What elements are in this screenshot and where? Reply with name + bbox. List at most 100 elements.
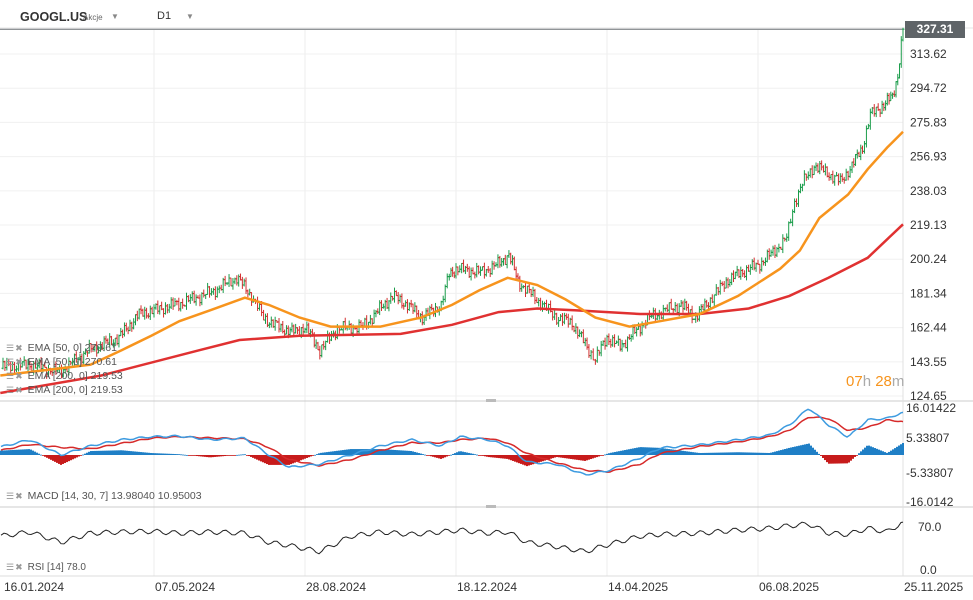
macd-histogram-bar [508, 455, 510, 460]
macd-histogram-bar [718, 452, 720, 455]
macd-histogram-bar [500, 455, 502, 459]
macd-histogram-bar [222, 455, 224, 457]
macd-histogram-bar [850, 455, 852, 461]
macd-histogram-bar [50, 455, 52, 460]
macd-histogram-bar [844, 455, 846, 464]
ema200-line [0, 223, 904, 395]
rsi-line [0, 521, 904, 555]
price-axis-label: 181.34 [910, 286, 947, 300]
legend-ema200-text: EMA [200, 0] 219.53 [27, 370, 123, 382]
macd-histogram-bar [182, 454, 184, 456]
macd-histogram-bar [316, 454, 318, 455]
macd-histogram-bar [734, 452, 736, 455]
macd-histogram-bar [192, 455, 194, 456]
last-price-label: 327.31 [905, 21, 965, 38]
macd-histogram-bar [210, 455, 212, 458]
macd-axis-label: 5.33807 [906, 431, 950, 445]
macd-histogram-bar [230, 455, 232, 456]
macd-histogram-bar [4, 450, 6, 455]
macd-histogram-bar [604, 454, 606, 456]
macd-histogram-bar [514, 455, 516, 462]
macd-histogram-bar [432, 455, 434, 457]
macd-histogram-bar [8, 450, 10, 455]
macd-histogram-bar [418, 453, 420, 455]
macd-histogram-bar [10, 450, 12, 455]
macd-histogram-bar [320, 452, 322, 455]
settings-close-icon[interactable]: ☰✖ [6, 371, 24, 381]
macd-histogram-bar [808, 443, 810, 455]
timeframe-selector[interactable]: D1 [157, 10, 172, 22]
macd-histogram-bar [274, 455, 276, 465]
macd-histogram-bar [394, 449, 396, 455]
macd-histogram-bar [100, 450, 102, 455]
macd-histogram-bar [154, 453, 156, 455]
macd-histogram-bar [554, 455, 556, 458]
legend-ema50-text: EMA [50, 0] 270.61 [27, 356, 117, 368]
macd-histogram-bar [702, 452, 704, 455]
settings-close-icon[interactable]: ☰✖ [6, 385, 24, 395]
legend-rsi: ☰✖ RSI [14] 78.0 [6, 562, 86, 573]
macd-histogram-bar [598, 455, 600, 457]
macd-histogram-bar [532, 455, 534, 465]
macd-histogram-bar [58, 455, 60, 464]
macd-histogram-bar [690, 451, 692, 455]
macd-histogram-bar [756, 452, 758, 455]
macd-histogram-bar [424, 454, 426, 456]
macd-histogram-bar [520, 455, 522, 464]
price-axis-label: 294.72 [910, 81, 947, 95]
macd-histogram-bar [132, 451, 134, 455]
macd-histogram [0, 442, 904, 467]
macd-histogram-bar [450, 454, 452, 456]
settings-close-icon[interactable]: ☰✖ [6, 562, 24, 572]
macd-histogram-bar [720, 452, 722, 455]
macd-histogram-bar [828, 455, 830, 464]
macd-histogram-bar [422, 454, 424, 455]
macd-histogram-bar [642, 447, 644, 455]
macd-histogram-bar [314, 454, 316, 456]
countdown-minutes: 28 [875, 373, 892, 390]
legend-ema200-dup: ☰✖ EMA [200, 0] 219.53 [6, 384, 123, 396]
price-axis-label: 313.62 [910, 47, 947, 61]
macd-histogram-bar [60, 455, 62, 465]
macd-histogram-bar [84, 453, 86, 455]
macd-histogram-bar [822, 455, 824, 459]
legend-ema200: ☰✖ EMA [200, 0] 219.53 [6, 370, 123, 382]
ema50-line [0, 130, 904, 377]
macd-histogram-bar [562, 455, 564, 458]
symbol-selector[interactable]: GOOGL.US [20, 10, 88, 24]
candle-countdown: 07h 28m [846, 373, 904, 390]
macd-histogram-bar [758, 452, 760, 455]
macd-histogram-bar [82, 454, 84, 456]
macd-histogram-bar [854, 455, 856, 457]
macd-histogram-bar [404, 450, 406, 455]
macd-histogram-bar [544, 455, 546, 461]
rsi-axis-label: 0.0 [920, 563, 937, 577]
macd-histogram-bar [184, 454, 186, 456]
macd-histogram-bar [662, 448, 664, 455]
macd-histogram-bar [2, 450, 4, 455]
macd-histogram-bar [868, 445, 870, 455]
macd-histogram-bar [120, 450, 122, 455]
macd-histogram-bar [878, 449, 880, 455]
macd-histogram-bar [168, 453, 170, 455]
macd-histogram-bar [760, 452, 762, 455]
macd-histogram-bar [592, 455, 594, 459]
macd-histogram-bar [330, 451, 332, 455]
macd-histogram-bar [228, 455, 230, 456]
macd-histogram-bar [360, 449, 362, 455]
macd-histogram-bar [586, 455, 588, 461]
settings-close-icon[interactable]: ☰✖ [6, 357, 24, 367]
timeframe-dropdown-icon[interactable]: ▼ [186, 12, 194, 21]
settings-close-icon[interactable]: ☰✖ [6, 343, 24, 353]
legend-macd: ☰✖ MACD [14, 30, 7] 13.98040 10.95003 [6, 490, 202, 502]
macd-histogram-bar [138, 451, 140, 455]
macd-histogram-bar [794, 446, 796, 455]
symbol-dropdown-icon[interactable]: ▼ [111, 12, 119, 21]
macd-histogram-bar [366, 449, 368, 455]
settings-close-icon[interactable]: ☰✖ [6, 491, 24, 501]
macd-histogram-bar [396, 450, 398, 455]
countdown-hours: 07 [846, 373, 863, 390]
macd-histogram-bar [334, 451, 336, 455]
macd-histogram-bar [134, 451, 136, 455]
